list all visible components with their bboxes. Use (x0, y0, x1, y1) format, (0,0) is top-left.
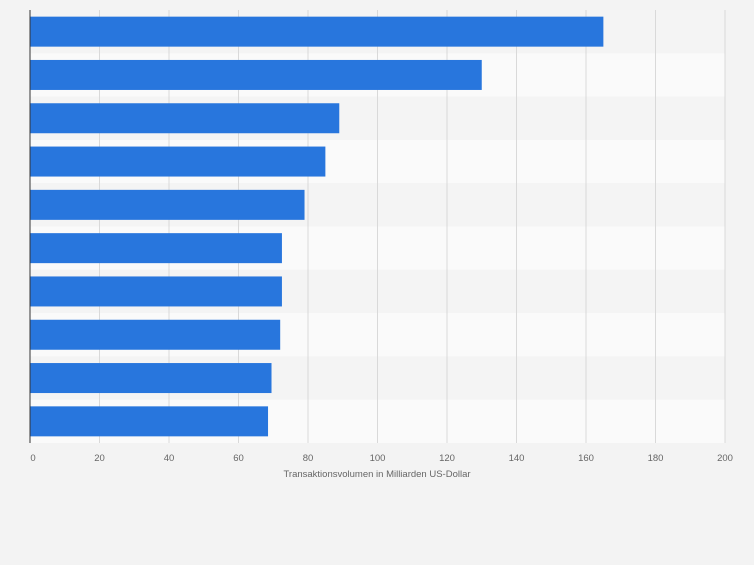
x-tick-label: 140 (509, 453, 525, 464)
x-tick-label: 40 (164, 453, 175, 464)
x-axis-label: Transaktionsvolumen in Milliarden US-Dol… (283, 469, 470, 480)
x-tick-label: 80 (303, 453, 314, 464)
bars (30, 16, 604, 437)
x-tick-label: 100 (370, 453, 386, 464)
bar (30, 319, 281, 350)
x-tick-label: 20 (94, 453, 105, 464)
bar (30, 276, 282, 307)
x-tick-labels: 0 20 40 60 80 100 120 140 160 180 200 (30, 453, 733, 464)
x-tick-label: 60 (233, 453, 244, 464)
x-tick-label: 180 (648, 453, 664, 464)
bar (30, 233, 282, 264)
x-tick-label: 0 (30, 453, 35, 464)
x-tick-label: 200 (717, 453, 733, 464)
bar (30, 146, 326, 177)
bar (30, 406, 269, 437)
bar (30, 16, 604, 47)
x-tick-label: 120 (439, 453, 455, 464)
bar (30, 103, 340, 134)
x-tick-label: 160 (578, 453, 594, 464)
bar (30, 189, 305, 220)
bar (30, 363, 272, 394)
bar (30, 59, 482, 90)
